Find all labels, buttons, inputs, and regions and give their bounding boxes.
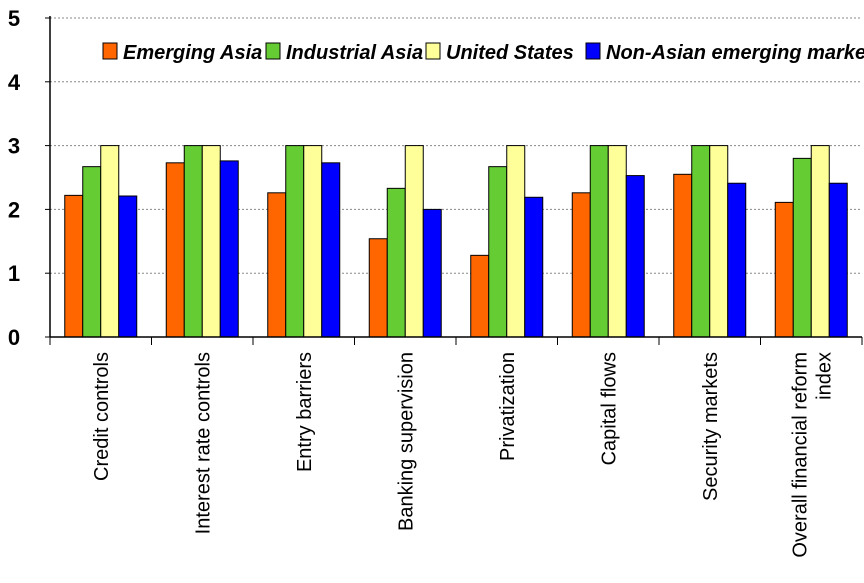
x-category-label: Privatization xyxy=(497,352,519,461)
y-tick-label: 5 xyxy=(8,6,20,31)
legend-swatch xyxy=(425,42,441,60)
legend-swatch xyxy=(585,42,601,60)
bar xyxy=(506,145,526,338)
bar xyxy=(727,182,747,338)
y-tick-label: 0 xyxy=(8,325,20,350)
bar xyxy=(100,145,120,338)
bar xyxy=(470,254,490,338)
legend-label: Non-Asian emerging markets xyxy=(606,42,864,64)
legend-label: Emerging Asia xyxy=(123,42,262,64)
bar xyxy=(368,238,388,338)
bar xyxy=(673,173,693,338)
x-category-label: Security markets xyxy=(700,352,722,501)
bar xyxy=(488,166,508,338)
bar xyxy=(524,196,544,338)
y-tick-label: 4 xyxy=(8,70,21,95)
bar xyxy=(691,145,711,338)
bar xyxy=(219,160,239,338)
x-category-label: Banking supervision xyxy=(395,352,417,531)
legend: Emerging Asia Industrial Asia United State… xyxy=(102,42,864,64)
x-category-label: Capital flows xyxy=(598,352,620,465)
bar xyxy=(625,175,645,338)
bar xyxy=(589,145,609,338)
bars xyxy=(64,145,848,338)
bar xyxy=(709,145,729,338)
bar xyxy=(64,194,84,338)
legend-label: Industrial Asia xyxy=(286,42,423,64)
bar xyxy=(285,145,305,338)
bar xyxy=(165,162,185,338)
bar xyxy=(774,201,794,338)
bar xyxy=(201,145,221,338)
bar xyxy=(792,157,812,338)
bar xyxy=(118,195,138,338)
legend-swatch xyxy=(102,42,118,60)
bar xyxy=(404,145,424,338)
bar xyxy=(571,192,591,338)
bar xyxy=(82,166,102,338)
x-axis-labels: Credit controls Interest rate controls Ent… xyxy=(91,352,836,558)
bar xyxy=(183,145,203,338)
bar xyxy=(828,182,848,338)
y-tick-label: 2 xyxy=(8,197,20,222)
x-category-label: Credit controls xyxy=(91,352,113,481)
y-tick-label: 3 xyxy=(8,134,20,159)
legend-swatch xyxy=(265,42,281,60)
bar xyxy=(422,208,442,338)
bar xyxy=(386,187,406,338)
axes xyxy=(45,16,863,345)
bar xyxy=(267,192,287,338)
x-category-label: Overall financial reform xyxy=(789,352,811,558)
bar xyxy=(607,145,627,338)
x-category-label: Entry barriers xyxy=(294,352,316,472)
y-tick-label: 1 xyxy=(8,261,20,286)
x-category-label: Interest rate controls xyxy=(192,352,214,534)
y-axis-ticks: 0 1 2 3 4 5 xyxy=(8,6,21,350)
bar xyxy=(810,145,830,338)
x-category-label: index xyxy=(813,352,835,400)
bar xyxy=(303,145,323,338)
bar xyxy=(321,162,341,338)
legend-label: United States xyxy=(446,42,574,64)
